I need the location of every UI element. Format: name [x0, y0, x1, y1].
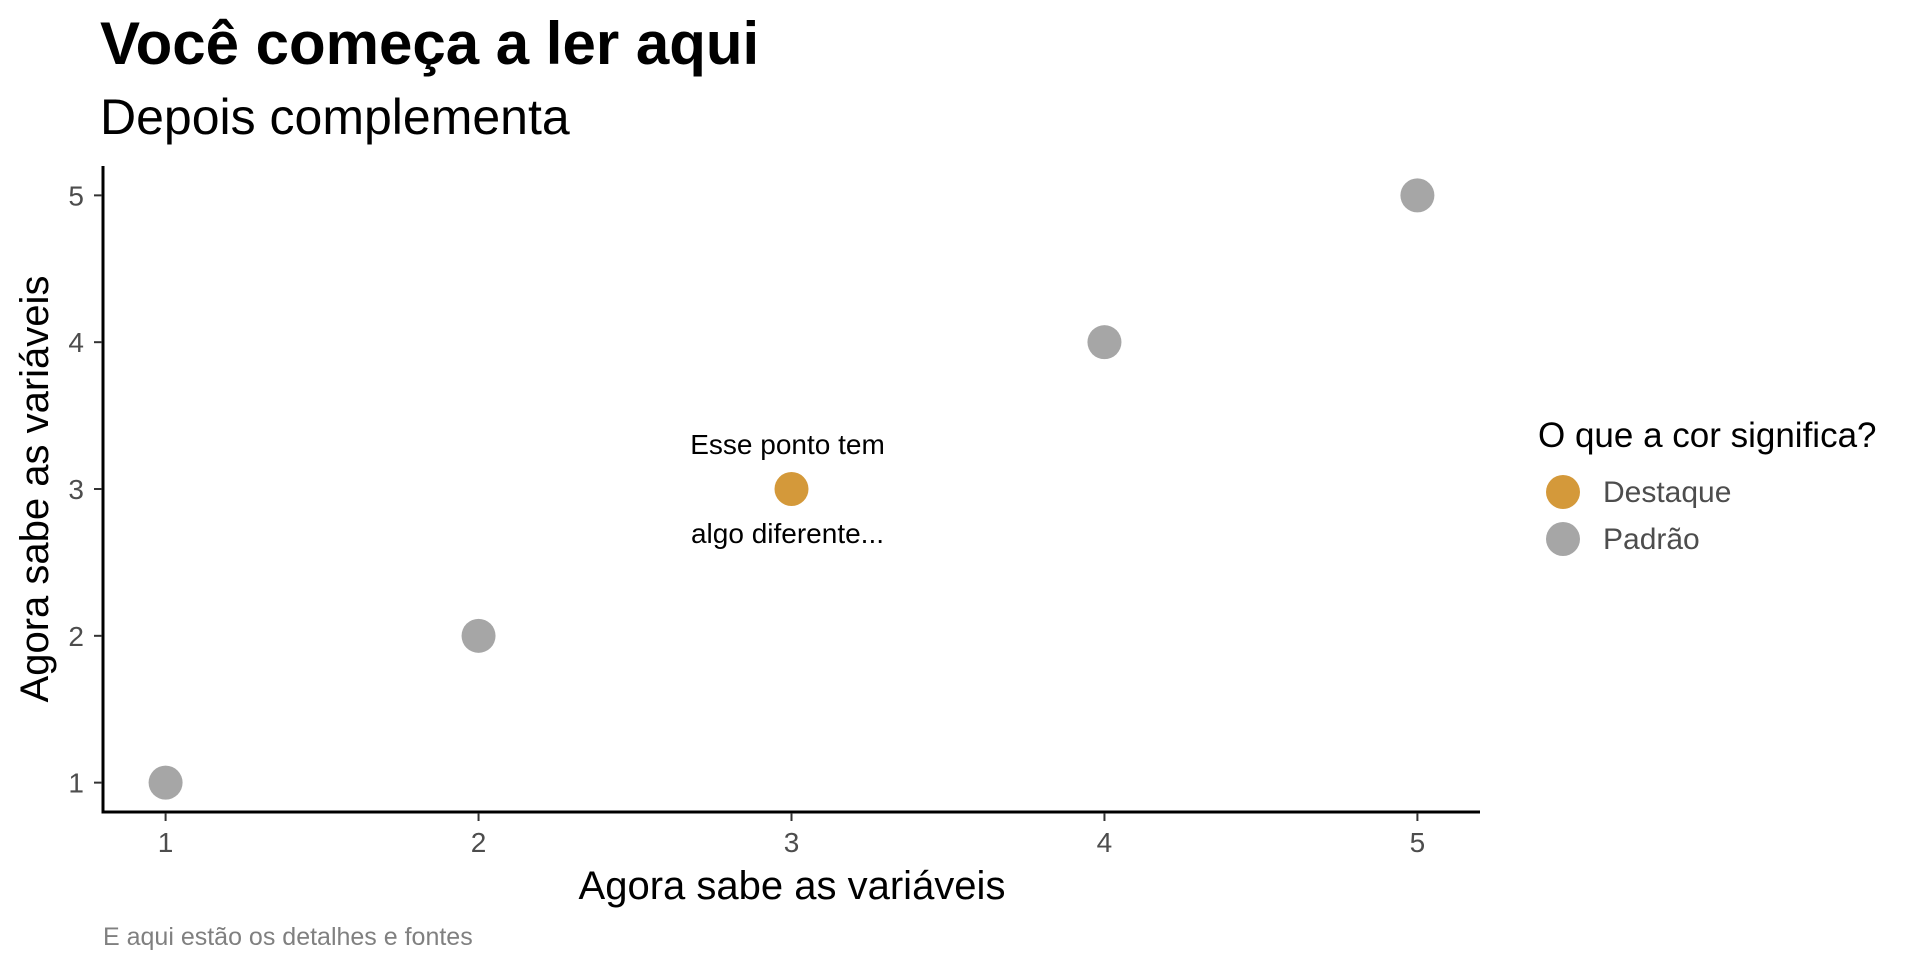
y-tick-label: 4 — [68, 327, 84, 358]
data-point-padrao — [1400, 178, 1435, 213]
annotation-text: algo diferente... — [691, 518, 884, 549]
y-tick-label: 1 — [68, 768, 84, 799]
chart-subtitle: Depois complementa — [100, 89, 570, 145]
data-point-padrao — [461, 618, 496, 653]
annotations: Esse ponto tem algo diferente... — [690, 429, 885, 549]
legend-key — [1546, 475, 1580, 509]
data-point-padrao — [148, 765, 183, 800]
y-tick-label: 5 — [68, 180, 84, 211]
chart-title: Você começa a ler aqui — [100, 10, 759, 77]
y-tick-label: 3 — [68, 474, 84, 505]
plot-area: 1 2 3 4 5 1 2 3 4 5 Esse ponto tem algo diferente.… — [68, 166, 1480, 858]
annotation-text: Esse ponto tem — [690, 429, 885, 460]
x-axis-title: Agora sabe as variáveis — [579, 864, 1006, 908]
x-tick-label: 3 — [784, 827, 800, 858]
x-tick-label: 2 — [471, 827, 487, 858]
data-point-padrao — [1087, 325, 1122, 360]
chart-caption: E aqui estão os detalhes e fontes — [103, 923, 473, 951]
x-tick-label: 4 — [1097, 827, 1113, 858]
legend-key — [1546, 522, 1580, 556]
axis-ticks: 1 2 3 4 5 1 2 3 4 5 — [68, 180, 1425, 858]
legend: O que a cor significa? Destaque Padrão — [1538, 416, 1877, 556]
legend-title: O que a cor significa? — [1538, 416, 1877, 455]
y-axis-title: Agora sabe as variáveis — [13, 276, 57, 703]
data-points — [148, 178, 1435, 800]
legend-label: Destaque — [1603, 476, 1731, 509]
x-tick-label: 1 — [158, 827, 174, 858]
x-tick-label: 5 — [1410, 827, 1426, 858]
data-point-destaque — [774, 472, 809, 506]
y-tick-label: 2 — [68, 621, 84, 652]
legend-label: Padrão — [1603, 523, 1700, 556]
